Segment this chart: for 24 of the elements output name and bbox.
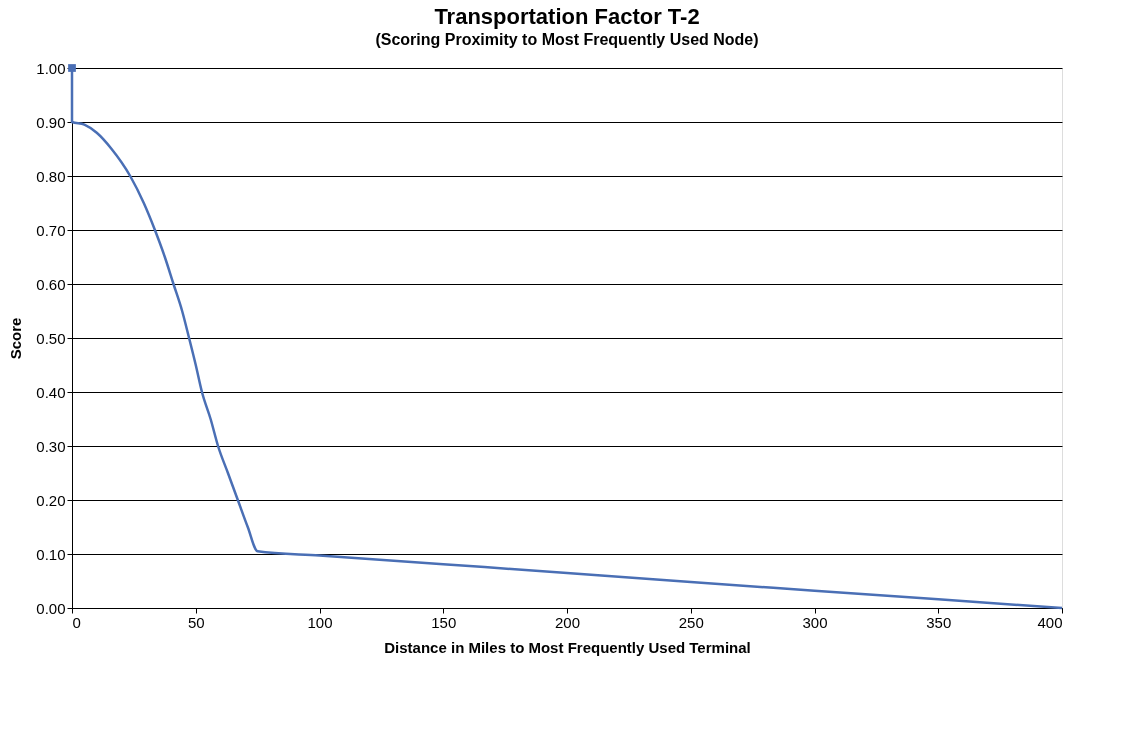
- x-tick-label: 300: [802, 613, 828, 631]
- x-tick-label: 100: [307, 613, 333, 631]
- y-tick-label: 0.90: [36, 113, 66, 131]
- y-tick-label: 0.20: [36, 491, 66, 509]
- x-tick-label: 200: [554, 613, 581, 631]
- y-tick-label: 0.60: [36, 275, 66, 293]
- x-tick-label: 0: [72, 613, 81, 631]
- chart-title: Transportation Factor T-2: [434, 4, 700, 29]
- chart-subtitle: (Scoring Proximity to Most Frequently Used Node): [375, 31, 759, 48]
- y-tick-label: 0.70: [36, 221, 66, 239]
- y-tick-label: 0.00: [36, 599, 66, 617]
- y-tick-label: 0.40: [36, 383, 66, 401]
- y-axis-title: Score: [7, 317, 25, 360]
- y-tick-label: 0.10: [36, 545, 66, 563]
- y-tick-label: 0.50: [36, 329, 66, 347]
- x-tick-label: 50: [187, 613, 205, 631]
- x-tick-label: 350: [926, 613, 952, 631]
- y-tick-label: 0.80: [36, 167, 66, 185]
- y-tick-label: 0.30: [36, 437, 66, 455]
- y-tick-label: 1.00: [36, 59, 66, 77]
- x-tick-label: 250: [678, 613, 704, 631]
- x-tick-label: 150: [431, 613, 457, 631]
- x-tick-label: 400: [1037, 613, 1063, 631]
- x-axis-title: Distance in Miles to Most Frequently Used Terminal: [384, 638, 751, 656]
